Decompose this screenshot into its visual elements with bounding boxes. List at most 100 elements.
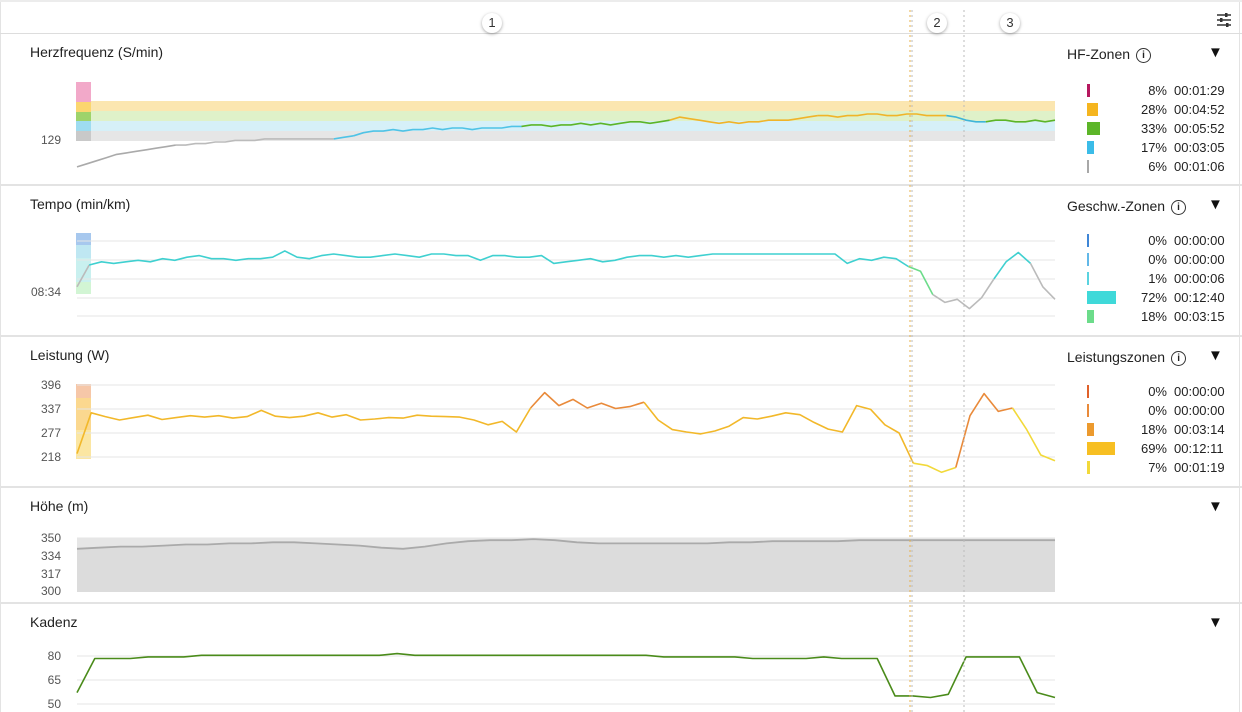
power-line: [1011, 407, 1056, 462]
lap-marker-3[interactable]: 3: [1000, 13, 1020, 33]
y-tick-label: 317: [41, 567, 61, 581]
pace-zone-swatch: [76, 258, 91, 282]
zone-bar: [1087, 84, 1090, 97]
heart-rate-line: [353, 125, 522, 137]
zone-time: 00:00:00: [1174, 403, 1225, 418]
zone-time: 00:04:52: [1174, 102, 1225, 117]
zone-time: 00:00:00: [1174, 233, 1225, 248]
heart-rate-title: Herzfrequenz (S/min): [30, 44, 164, 60]
hr-zone-band: [77, 121, 1055, 131]
hr-zones-label: HF-Zonen: [1067, 46, 1131, 62]
zone-bar: [1087, 122, 1100, 135]
collapse-arrow-icon[interactable]: ▼: [1208, 44, 1223, 61]
lap-marker-2[interactable]: 2: [927, 13, 947, 33]
power-line: [955, 392, 1013, 468]
info-icon[interactable]: i: [1171, 200, 1187, 215]
heart-rate-line: [817, 113, 947, 118]
hr-zones-title: HF-Zonen i: [1067, 46, 1152, 63]
zone-row: 28% 00:04:52: [1067, 100, 1237, 119]
zone-time: 00:01:06: [1174, 159, 1225, 174]
zone-row: 8% 00:01:29: [1067, 81, 1237, 100]
zone-time: 00:00:06: [1174, 271, 1225, 286]
zone-bar: [1087, 253, 1089, 266]
heart-rate-panel: Herzfrequenz (S/min) HF-Zonen i ▼ 8% 00:01…: [0, 34, 1242, 186]
zone-time: 00:12:40: [1174, 290, 1225, 305]
collapse-arrow-icon[interactable]: ▼: [1208, 614, 1223, 631]
elevation-line: [76, 538, 1055, 550]
zone-percent: 1%: [1148, 271, 1167, 286]
collapse-arrow-icon[interactable]: ▼: [1208, 347, 1223, 364]
zone-row: 17% 00:03:05: [1067, 138, 1237, 157]
y-tick-label: 129: [41, 133, 61, 147]
zone-bar: [1087, 160, 1089, 173]
zone-time: 00:03:14: [1174, 422, 1225, 437]
power-panel: Leistung (W) Leistungszonen i ▼ 0% 00:00:0…: [0, 337, 1242, 488]
zone-time: 00:05:52: [1174, 121, 1225, 136]
hr-zone-swatch: [76, 121, 91, 131]
cadence-panel: Kadenz ▼: [0, 604, 1242, 712]
zone-row: 0% 00:00:00: [1067, 382, 1237, 401]
power-zone-swatch: [76, 398, 91, 430]
power-zones-title: Leistungszonen i: [1067, 349, 1187, 366]
info-icon[interactable]: i: [1171, 351, 1187, 366]
zone-bar: [1087, 291, 1116, 304]
zone-bar: [1087, 461, 1090, 474]
hr-zone-swatch: [76, 112, 91, 121]
elevation-title: Höhe (m): [30, 498, 89, 514]
zone-row: 33% 00:05:52: [1067, 119, 1237, 138]
heart-rate-line: [333, 135, 354, 140]
info-icon[interactable]: i: [1136, 48, 1152, 63]
zone-percent: 18%: [1140, 422, 1167, 437]
zone-bar: [1087, 423, 1094, 436]
heart-rate-line: [946, 114, 986, 123]
pace-panel: Tempo (min/km) Geschw.-Zonen i ▼ 0% 00:00:…: [0, 186, 1242, 337]
zone-percent: 17%: [1140, 140, 1167, 155]
cadence-line: [76, 652, 1056, 699]
y-tick-label: 300: [41, 584, 61, 598]
y-tick-label: 277: [41, 426, 61, 440]
y-tick-label: 218: [41, 450, 61, 464]
pace-zone-swatch: [76, 282, 91, 294]
power-line: [913, 462, 957, 474]
lap-bar: 1 2 3: [0, 0, 1242, 34]
power-zone-swatch: [76, 384, 91, 398]
power-title: Leistung (W): [30, 347, 110, 363]
zone-percent: 0%: [1148, 403, 1167, 418]
heart-rate-line: [521, 119, 670, 128]
zone-row: 7% 00:01:19: [1067, 458, 1237, 477]
hr-zone-band: [77, 101, 1055, 111]
hr-zone-band: [77, 111, 1055, 121]
pace-zone-swatch: [76, 233, 91, 245]
heart-rate-line: [76, 144, 176, 168]
speed-zones-label: Geschw.-Zonen: [1067, 198, 1166, 214]
zone-time: 00:03:15: [1174, 309, 1225, 324]
y-tick-label: 08:34: [31, 285, 61, 299]
hr-zone-swatch: [76, 82, 91, 102]
zone-row: 18% 00:03:15: [1067, 307, 1237, 326]
zone-time: 00:03:05: [1174, 140, 1225, 155]
pace-line: [76, 264, 90, 288]
elevation-area: [77, 539, 1055, 592]
zone-percent: 28%: [1140, 102, 1167, 117]
zone-percent: 72%: [1140, 290, 1167, 305]
collapse-arrow-icon[interactable]: ▼: [1208, 196, 1223, 213]
hr-zone-swatch: [76, 102, 91, 112]
zone-percent: 33%: [1140, 121, 1167, 136]
speed-zones-title: Geschw.-Zonen i: [1067, 198, 1187, 215]
heart-rate-line: [669, 114, 819, 125]
pace-zone-swatch: [76, 245, 91, 258]
collapse-arrow-icon[interactable]: ▼: [1208, 498, 1223, 515]
settings-sliders-icon[interactable]: [1216, 12, 1232, 28]
y-tick-label: 50: [48, 697, 62, 711]
y-tick-label: 80: [48, 649, 62, 663]
lap-marker-1[interactable]: 1: [482, 13, 502, 33]
power-line: [76, 407, 532, 454]
zone-bar: [1087, 442, 1115, 455]
zone-row: 18% 00:03:14: [1067, 420, 1237, 439]
zone-percent: 6%: [1148, 159, 1167, 174]
pace-line: [88, 250, 909, 268]
zone-bar: [1087, 310, 1094, 323]
zone-row: 0% 00:00:00: [1067, 401, 1237, 420]
